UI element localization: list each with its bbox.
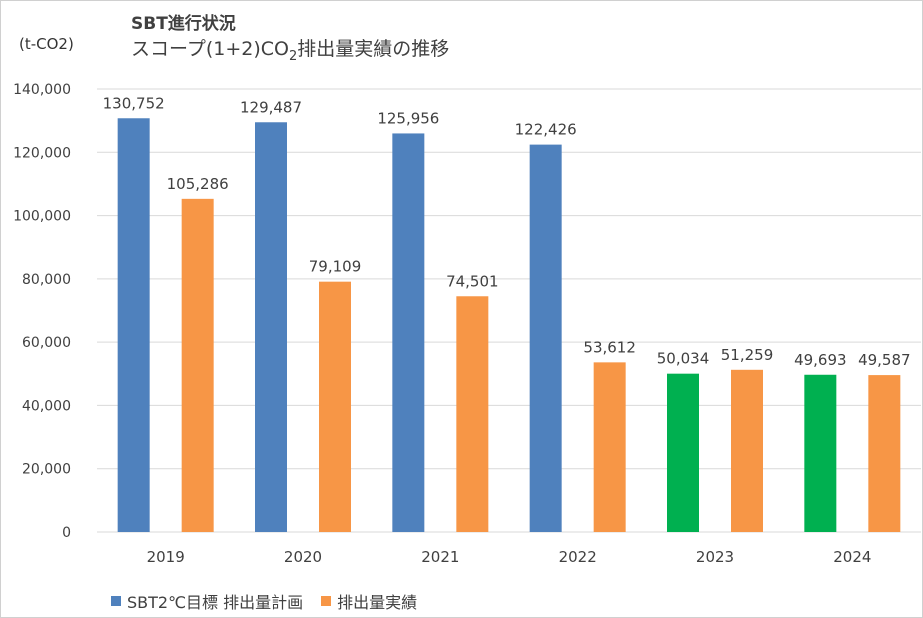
x-tick-label: 2022 (559, 548, 597, 566)
bar-plan (804, 374, 837, 532)
y-tick-label: 120,000 (13, 145, 71, 161)
legend-label-actual: 排出量実績 (337, 593, 418, 612)
bar-actual (868, 375, 901, 532)
bar-actual (319, 281, 351, 532)
subtitle-part-1: スコープ(1+2)CO (131, 38, 290, 60)
y-tick-label: 40,000 (22, 398, 71, 414)
bar-actual (731, 369, 763, 532)
data-label-plan: 129,487 (240, 98, 302, 116)
bar-plan (392, 133, 425, 533)
chart-subtitle: スコープ(1+2)CO2排出量実績の推移 (131, 34, 449, 64)
y-tick-label: 60,000 (22, 335, 71, 351)
data-label-plan: 49,693 (794, 351, 847, 369)
x-tick-label: 2019 (147, 548, 185, 566)
y-axis-unit-label: (t-CO2) (19, 35, 74, 53)
subtitle-subscript: 2 (289, 48, 298, 64)
y-tick-label: 80,000 (22, 272, 71, 288)
x-tick-label: 2021 (421, 548, 459, 566)
data-label-actual: 53,612 (583, 338, 636, 356)
x-tick-label: 2023 (696, 548, 734, 566)
legend-item-actual: 排出量実績 (321, 589, 417, 613)
bar-actual (181, 198, 214, 532)
legend-swatch-actual (321, 596, 332, 606)
chart-title: SBT進行状況 (131, 14, 236, 34)
data-label-plan: 122,426 (515, 121, 577, 139)
data-label-actual: 49,587 (858, 351, 911, 369)
legend-label-plan: SBT2℃目標 排出量計画 (127, 593, 304, 612)
y-tick-label: 0 (62, 525, 71, 541)
legend-item-plan: SBT2℃目標 排出量計画 (111, 589, 303, 613)
legend-swatch-plan (111, 596, 121, 606)
chart-legend: SBT2℃目標 排出量計画 排出量実績 (111, 589, 435, 613)
subtitle-part-3: 排出量実績の推移 (297, 38, 450, 60)
data-label-actual: 51,259 (721, 346, 774, 364)
y-tick-label: 20,000 (22, 462, 71, 478)
bar-plan (255, 122, 287, 532)
y-tick-label: 100,000 (13, 209, 71, 225)
y-tick-label: 140,000 (13, 82, 71, 98)
data-label-actual: 74,501 (446, 272, 499, 290)
bar-plan (667, 373, 699, 532)
bar-actual (456, 296, 489, 532)
x-tick-label: 2020 (284, 548, 322, 566)
bar-plan (529, 144, 562, 532)
bar-actual (593, 362, 626, 532)
data-label-plan: 125,956 (377, 109, 439, 127)
bar-plan (117, 118, 150, 533)
data-label-actual: 79,109 (309, 258, 362, 276)
data-label-plan: 130,752 (103, 94, 165, 112)
data-label-actual: 105,286 (167, 175, 229, 193)
x-tick-label: 2024 (833, 548, 871, 566)
data-label-plan: 50,034 (657, 350, 710, 368)
